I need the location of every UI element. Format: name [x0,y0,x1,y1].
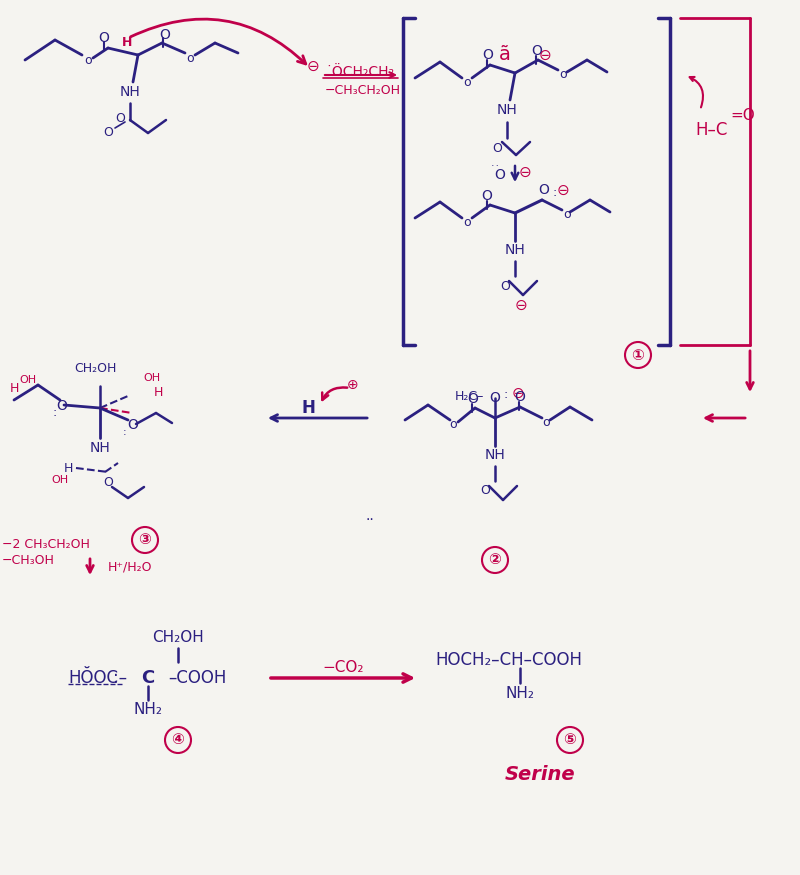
Text: O: O [467,392,478,406]
Text: O: O [480,485,490,498]
Text: ⊕: ⊕ [347,378,359,392]
Text: O: O [494,168,506,182]
Text: ⊖: ⊖ [514,298,527,312]
Text: :: : [123,427,127,437]
Text: O: O [514,390,526,404]
Text: HŎOC: HŎOC [68,669,118,687]
Text: ⊖: ⊖ [306,59,319,74]
Text: O: O [482,48,494,62]
Text: =O: =O [730,108,754,123]
Text: −2 CH₃CH₂OH: −2 CH₃CH₂OH [2,538,90,551]
Text: HOCH₂–CH–COOH: HOCH₂–CH–COOH [435,651,582,669]
Text: H⁺/H₂O: H⁺/H₂O [108,561,153,573]
Text: O: O [490,391,501,405]
Text: H–C: H–C [695,121,727,139]
Text: ⊖: ⊖ [512,386,524,401]
Text: NH: NH [505,243,526,257]
Text: OH: OH [143,373,161,383]
Text: ã: ã [499,46,511,65]
Text: CH₂OH: CH₂OH [152,631,204,646]
Text: OH: OH [51,475,69,485]
Text: ③: ③ [138,533,151,548]
Text: o: o [563,207,571,220]
Text: H₂C–: H₂C– [454,390,484,403]
Text: ⋅⋅: ⋅⋅ [366,513,374,527]
Text: O: O [531,44,542,58]
Text: O: O [115,111,125,124]
Text: NH: NH [120,85,140,99]
Text: o: o [463,215,471,228]
Text: o: o [463,75,471,88]
Text: o: o [84,53,92,66]
Text: ⑤: ⑤ [563,732,577,747]
Text: NH: NH [485,448,506,462]
Text: NH: NH [497,103,518,117]
Text: −CH₃OH: −CH₃OH [2,554,55,566]
Text: H: H [301,399,315,417]
Text: o: o [559,68,567,81]
Text: NH₂: NH₂ [134,703,162,717]
Text: ④: ④ [171,732,185,747]
Text: NH₂: NH₂ [506,687,534,702]
Text: NH: NH [90,441,110,455]
Text: −CH₃CH₂OH: −CH₃CH₂OH [325,83,401,96]
Text: –COOH: –COOH [168,669,226,687]
Text: H: H [10,382,19,395]
Text: H: H [122,37,132,50]
Text: O: O [492,142,502,155]
Text: o: o [186,52,194,65]
Text: O: O [127,418,138,432]
Text: O: O [57,399,67,413]
Text: Serine: Serine [505,766,575,785]
Text: ⊖: ⊖ [538,47,551,62]
Text: ˙ÖCH₂CH₃: ˙ÖCH₂CH₃ [325,65,394,79]
Text: O: O [482,189,493,203]
Text: :: : [504,388,508,401]
Text: O: O [103,477,113,489]
Text: O: O [538,183,550,197]
Text: O: O [103,125,113,138]
Text: CH₂OH: CH₂OH [74,361,116,374]
Text: H: H [63,461,73,474]
Text: C: C [142,669,154,687]
Text: H: H [154,386,162,398]
Text: OH: OH [19,375,37,385]
Text: o: o [449,418,457,431]
Text: ②: ② [489,552,502,568]
Text: −CO₂: −CO₂ [322,661,364,676]
Text: :: : [553,186,557,199]
Text: ⊖: ⊖ [518,164,531,179]
Text: ˙˙: ˙˙ [490,165,501,175]
Text: :: : [53,407,57,419]
Text: :–: :– [113,669,127,687]
Text: ①: ① [631,347,645,362]
Text: o: o [542,416,550,429]
Text: O: O [98,31,110,45]
Text: O: O [500,279,510,292]
Text: O: O [159,28,170,42]
Text: ⊖: ⊖ [557,183,570,198]
